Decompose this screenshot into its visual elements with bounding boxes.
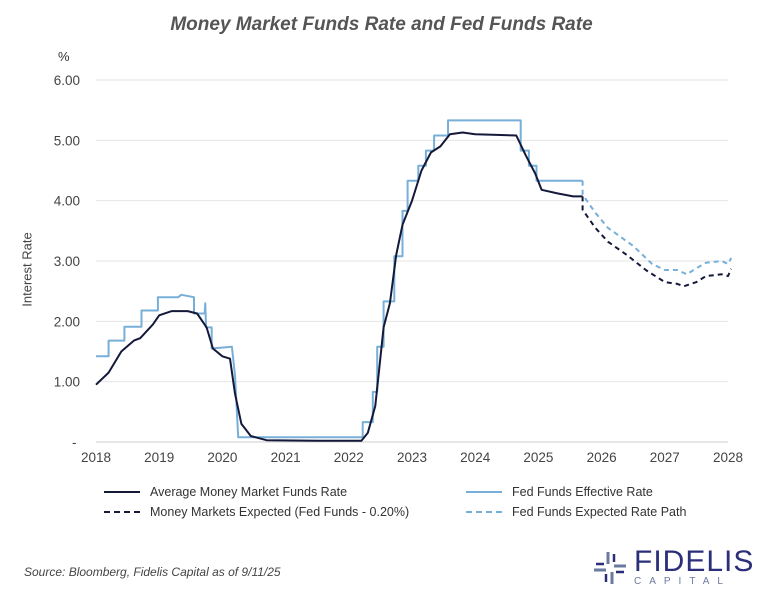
legend-label: Fed Funds Effective Rate [512,485,653,499]
x-tick-label: 2027 [650,450,680,465]
series-line-3 [581,180,733,276]
y-tick-label: 6.00 [54,73,80,88]
x-tick-label: 2020 [207,450,237,465]
x-tick-label: 2021 [271,450,301,465]
series-line-2 [581,196,733,288]
x-tick-label: 2025 [523,450,553,465]
series-line-1 [96,119,583,439]
x-tick-label: 2022 [334,450,364,465]
x-tick-label: 2024 [460,450,491,465]
y-tick-label: 1.00 [54,375,80,390]
legend-item-mmf-expected: Money Markets Expected (Fed Funds - 0.20… [104,505,409,519]
x-tick-label: 2028 [713,450,743,465]
legend-label: Money Markets Expected (Fed Funds - 0.20… [150,505,410,519]
y-tick-label: 4.00 [54,194,80,209]
y-tick-label: 3.00 [54,254,80,269]
x-tick-label: 2026 [587,450,617,465]
legend-item-mmf: Average Money Market Funds Rate [104,485,347,499]
unit-label: % [58,49,70,64]
legend-label: Average Money Market Funds Rate [150,485,348,499]
y-tick-label: 2.00 [54,314,80,329]
logo-mark-icon [594,551,626,584]
source-note: Source: Bloomberg, Fidelis Capital as of… [24,565,281,579]
series-line-0 [95,131,583,442]
y-tick-label: 5.00 [54,133,80,148]
legend-label: Fed Funds Expected Rate Path [512,505,687,519]
logo-name: FIDELIS [634,545,755,578]
legend-item-fed-funds: Fed Funds Effective Rate [466,485,653,499]
y-tick-label: - [72,435,77,450]
fidelis-logo: FIDELIS CAPITAL [592,545,755,587]
x-tick-label: 2019 [144,450,174,465]
x-tick-label: 2023 [397,450,427,465]
legend-item-fed-expected: Fed Funds Expected Rate Path [466,505,686,519]
logo-sub: CAPITAL [634,576,731,587]
x-tick-label: 2018 [81,450,111,465]
chart-title: Money Market Funds Rate and Fed Funds Ra… [170,14,593,35]
